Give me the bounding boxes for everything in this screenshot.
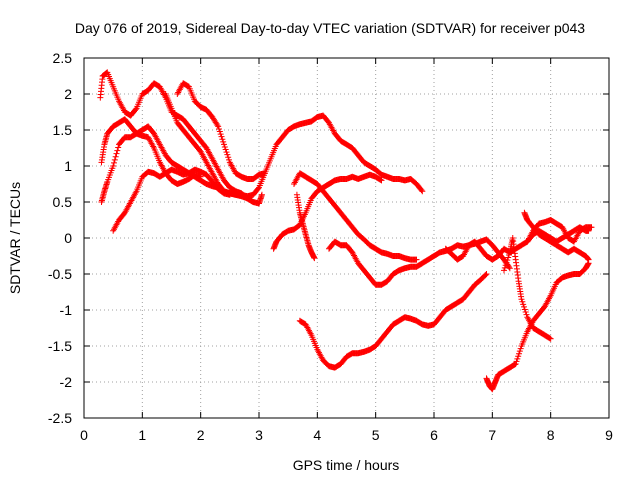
data-point: [311, 255, 318, 262]
data-point: [132, 106, 139, 113]
y-axis-title: SDTVAR / TECUs: [7, 182, 23, 294]
data-point: [588, 224, 595, 231]
data-point: [520, 301, 527, 308]
data-point: [522, 309, 529, 316]
data-point: [255, 185, 262, 192]
data-point: [226, 156, 232, 163]
data-point: [418, 187, 425, 194]
y-tick-label: 1: [64, 158, 72, 174]
data-point: [512, 361, 519, 367]
data-points: [97, 69, 595, 393]
data-point: [506, 251, 512, 258]
data-point: [214, 122, 221, 129]
x-tick-label: 3: [255, 427, 263, 443]
x-tick-label: 5: [372, 427, 380, 443]
data-point: [502, 262, 509, 269]
data-point: [505, 254, 512, 261]
data-point: [225, 154, 232, 161]
data-point: [261, 170, 268, 177]
data-point: [585, 256, 592, 263]
x-tick-label: 6: [430, 427, 438, 443]
y-tick-label: -1: [60, 302, 73, 318]
data-point: [217, 131, 224, 138]
data-point: [518, 296, 525, 303]
data-point: [511, 361, 518, 368]
y-tick-label: -1.5: [48, 338, 72, 354]
tick-labels: 0 1 2 3 4 5 6 7 8 9 -2.5 -2 -1.5 -1 -0.5 0 0.5 1 1.5 2 2.5: [48, 50, 613, 443]
data-point: [215, 123, 222, 130]
data-point: [521, 303, 527, 310]
data-point: [516, 348, 523, 355]
y-tick-label: -0.5: [48, 266, 72, 282]
data-point: [503, 259, 510, 266]
data-point: [114, 147, 121, 154]
data-point: [547, 335, 554, 342]
y-tick-label: 2: [64, 86, 72, 102]
data-point: [513, 358, 520, 365]
data-point: [220, 138, 227, 145]
data-point: [216, 128, 223, 135]
y-tick-label: 1.5: [53, 122, 73, 138]
data-point: [218, 133, 225, 140]
y-tick-label: 2.5: [53, 50, 73, 66]
data-point: [115, 144, 122, 151]
data-point: [521, 306, 528, 313]
data-point: [221, 143, 228, 150]
data-point: [501, 267, 507, 274]
data-point: [517, 345, 524, 352]
data-point: [506, 264, 512, 271]
data-point: [111, 159, 117, 166]
data-point: [378, 177, 385, 184]
data-point: [419, 188, 426, 195]
x-tick-label: 1: [138, 427, 146, 443]
data-point: [501, 264, 508, 271]
data-point: [224, 151, 231, 158]
data-point: [514, 355, 521, 362]
data-point: [546, 335, 553, 342]
x-axis-title: GPS time / hours: [293, 457, 400, 473]
axis-ticks: [83, 57, 610, 419]
data-point: [483, 271, 490, 277]
data-point: [216, 125, 222, 132]
x-tick-label: 7: [488, 427, 496, 443]
data-point: [110, 163, 117, 169]
data-point: [516, 350, 522, 357]
data-point: [219, 136, 226, 143]
data-point: [258, 191, 265, 198]
x-tick-label: 8: [547, 427, 555, 443]
data-point: [223, 149, 230, 156]
data-point: [504, 257, 511, 264]
y-tick-label: -2: [60, 374, 73, 390]
data-point: [377, 176, 384, 183]
x-tick-label: 0: [80, 427, 88, 443]
chart-title: Day 076 of 2019, Sidereal Day-to-day VTE…: [75, 20, 585, 36]
y-tick-label: 0: [64, 230, 72, 246]
data-point: [222, 146, 229, 153]
data-point: [111, 156, 118, 163]
x-tick-label: 9: [605, 427, 613, 443]
data-point: [482, 271, 489, 278]
data-point: [515, 353, 522, 360]
data-point: [413, 256, 420, 263]
y-tick-label: -2.5: [48, 410, 72, 426]
x-tick-label: 2: [197, 427, 205, 443]
data-point: [519, 298, 526, 305]
data-point: [197, 173, 204, 180]
data-point: [523, 311, 530, 318]
data-point: [112, 153, 119, 160]
data-point: [221, 141, 227, 148]
data-point: [113, 150, 120, 157]
y-tick-label: 0.5: [53, 194, 73, 210]
x-tick-label: 4: [313, 427, 321, 443]
